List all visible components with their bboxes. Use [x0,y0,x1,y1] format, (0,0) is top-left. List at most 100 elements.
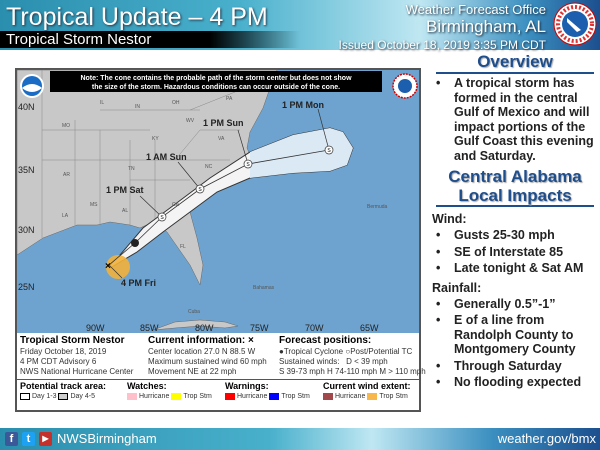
rain-list: Generally 0.5”-1” E of a line from Rando… [430,297,600,390]
current-wind-extent [106,255,130,279]
svg-text:1 AM Sun: 1 AM Sun [146,152,187,162]
storm-subtitle: Tropical Storm Nestor [0,31,300,48]
storm-name: Tropical Storm Nestor [20,335,125,346]
svg-text:IN: IN [135,104,140,110]
nws-logo-icon [553,2,597,46]
svg-text:WV: WV [186,118,195,124]
svg-text:Bermuda: Bermuda [367,204,388,210]
list-item: No flooding expected [430,375,600,390]
svg-text:AL: AL [122,208,128,214]
us-landmass [16,69,278,286]
header-banner: Tropical Update – 4 PM Tropical Storm Ne… [0,0,600,52]
svg-text:TN: TN [128,166,135,172]
svg-text:1 PM Sat: 1 PM Sat [106,185,144,195]
forecast-time-labels: 4 PM Fri 1 PM Sat 1 AM Sun 1 PM Sun 1 PM… [106,100,324,288]
office-info: Weather Forecast Office Birmingham, AL I… [339,2,546,52]
svg-text:70W: 70W [305,323,324,333]
forecast-markers: S S S S [157,145,334,222]
state-borders [41,70,241,238]
issuing-center: NWS National Hurricane Center [20,367,134,376]
open-circle-icon: ○ [345,347,351,356]
marker-letter: S [327,148,331,154]
svg-text:35N: 35N [18,165,35,175]
label-leaders [108,108,330,279]
svg-text:MO: MO [62,123,70,129]
social-handle[interactable]: NWSBirmingham [57,431,157,446]
list-item: SE of Interstate 85 [430,245,600,260]
marker-letter: S [198,187,202,193]
svg-text:65W: 65W [360,323,379,333]
current-position-icon: × [105,261,111,272]
list-item: Late tonight & Sat AM [430,261,600,276]
overview-text: A tropical storm has formed in the centr… [430,76,600,163]
tropical-cyclone-label: Tropical Cyclone [283,347,344,356]
max-wind: Maximum sustained wind 60 mph [148,357,267,366]
marker-letter: S [246,162,250,168]
svg-text:KY: KY [152,136,159,142]
ts-wind-swatch [367,392,378,400]
cuba [152,319,239,331]
warnings-title: Warnings: [225,381,269,391]
svg-text:75W: 75W [250,323,269,333]
svg-text:85W: 85W [140,323,159,333]
nws-map-logo-icon [392,73,418,99]
movement: Movement NE at 22 mph [148,367,237,376]
wind-extent-title: Current wind extent: [323,381,411,391]
facebook-icon[interactable]: f [5,432,18,446]
hurricane-warning-swatch [225,392,235,400]
cone-note-line1: Note: The cone contains the probable pat… [80,75,352,82]
impacts-title: Central Alabama Local Impacts [436,167,594,207]
sustained-label: Sustained winds: [279,357,340,366]
svg-text:IL: IL [100,100,104,106]
overview-title: Overview [436,52,594,74]
list-item: Through Saturday [430,359,600,374]
watches-title: Watches: [127,381,167,391]
svg-text:Cuba: Cuba [188,309,200,315]
svg-text:PA: PA [226,96,233,102]
noaa-logo-icon [20,74,44,98]
page-title: Tropical Update – 4 PM [6,3,268,31]
rain-label: Rainfall: [432,280,482,295]
post-tc-label: Post/Potential TC [350,347,413,356]
cone-day-4-5 [250,128,353,178]
youtube-icon[interactable]: ▶ [39,432,52,446]
hurricane-wind-swatch [323,392,333,400]
current-info-title: Current information: × [148,335,254,346]
svg-text:40N: 40N [18,102,35,112]
footer: f t ▶ NWSBirmingham weather.gov/bmx [0,428,600,450]
filled-circle-icon: ● [279,347,284,356]
cone-note-line2: the size of the storm. Hazardous conditi… [92,84,340,91]
day13-swatch [20,392,30,400]
marker-letter: S [160,215,164,221]
sidebar: Overview A tropical storm has formed in … [430,52,600,390]
list-item: Gusts 25-30 mph [430,228,600,243]
svg-text:80W: 80W [195,323,214,333]
svg-text:25N: 25N [18,282,35,292]
wind-ranges: S 39-73 mph H 74-110 mph M > 110 mph [279,367,426,376]
twitter-icon[interactable]: t [22,432,35,446]
advisory-number: 4 PM CDT Advisory 6 [20,357,97,366]
ts-watch-swatch [171,392,182,400]
website-link[interactable]: weather.gov/bmx [497,431,596,446]
svg-text:LA: LA [62,213,69,219]
svg-text:Bahamas: Bahamas [253,285,275,291]
svg-text:VA: VA [218,136,225,142]
svg-text:MS: MS [90,202,98,208]
cone-note-box [50,71,382,92]
wind-list: Gusts 25-30 mph SE of Interstate 85 Late… [430,228,600,276]
office-city: Birmingham, AL [426,17,546,36]
svg-text:4 PM Fri: 4 PM Fri [121,278,156,288]
svg-text:1 PM Mon: 1 PM Mon [282,100,324,110]
svg-text:OH: OH [172,100,180,106]
forecast-point-icon [131,239,139,247]
svg-text:AR: AR [63,172,70,178]
issued-time: Issued October 18, 2019 3:35 PM CDT [338,38,546,52]
state-labels: MO IL IN OH PA WV KY VA TN NC AR MS AL GA LA FL Berm… [62,96,388,315]
svg-text:GA: GA [172,202,180,208]
storm-info-panel: Tropical Storm Nestor Friday October 18,… [17,333,426,410]
wind-label: Wind: [432,212,467,226]
office-line: Weather Forecast Office [405,2,546,17]
track-legend-title: Potential track area: [20,381,107,391]
depression-range: D < 39 mph [346,357,388,366]
